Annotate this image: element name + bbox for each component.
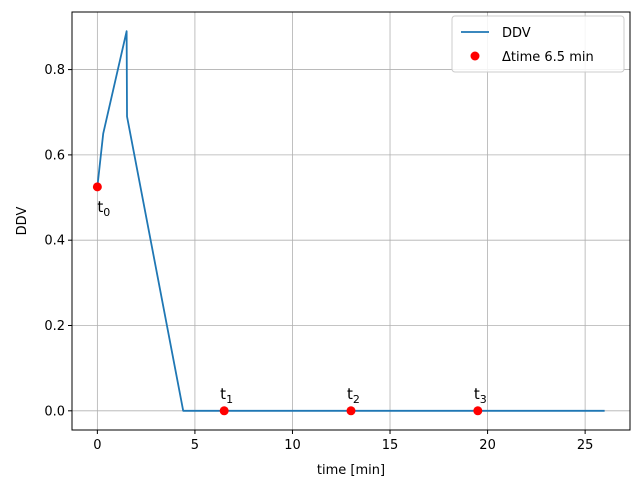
annotation-layer: t0 t1 t2 t3 xyxy=(97,198,486,406)
legend-box xyxy=(451,15,625,73)
time-marker-point xyxy=(92,182,102,192)
data-layer xyxy=(92,30,605,416)
time-marker-point xyxy=(346,406,356,416)
legend-marker-swatch xyxy=(470,51,480,61)
x-tick-label: 20 xyxy=(479,438,496,453)
y-tick-label: 0.0 xyxy=(44,404,65,419)
x-tick-label: 25 xyxy=(577,438,594,453)
y-axis-label: DDV xyxy=(15,207,30,236)
y-tick-label: 0.6 xyxy=(44,148,65,163)
y-tick-label: 0.2 xyxy=(44,319,65,334)
x-tick-label: 5 xyxy=(191,438,199,453)
grid-layer xyxy=(72,12,630,430)
ddv-series-line xyxy=(96,30,605,412)
time-annotation-label: t1 xyxy=(220,385,233,406)
time-annotation-label: t3 xyxy=(474,385,487,406)
x-axis-label: time [min] xyxy=(317,463,385,478)
legend-label-ddv: DDV xyxy=(502,26,531,41)
legend-label-time: Δtime 6.5 min xyxy=(502,50,594,65)
time-annotation-label: t0 xyxy=(97,198,110,219)
x-tick-label: 10 xyxy=(284,438,301,453)
y-tick-label: 0.8 xyxy=(44,63,65,78)
time-annotation-label: t2 xyxy=(347,385,360,406)
time-marker-point xyxy=(219,406,229,416)
x-tick-label: 0 xyxy=(93,438,101,453)
y-tick-label: 0.4 xyxy=(44,234,65,249)
legend: DDV Δtime 6.5 min xyxy=(451,15,625,73)
axes-layer: 0 5 10 15 20 25 0.0 0.2 0.4 0.6 0.8 xyxy=(44,11,631,453)
x-tick-label: 15 xyxy=(382,438,399,453)
plot-frame xyxy=(71,11,631,431)
time-marker-point xyxy=(473,406,483,416)
